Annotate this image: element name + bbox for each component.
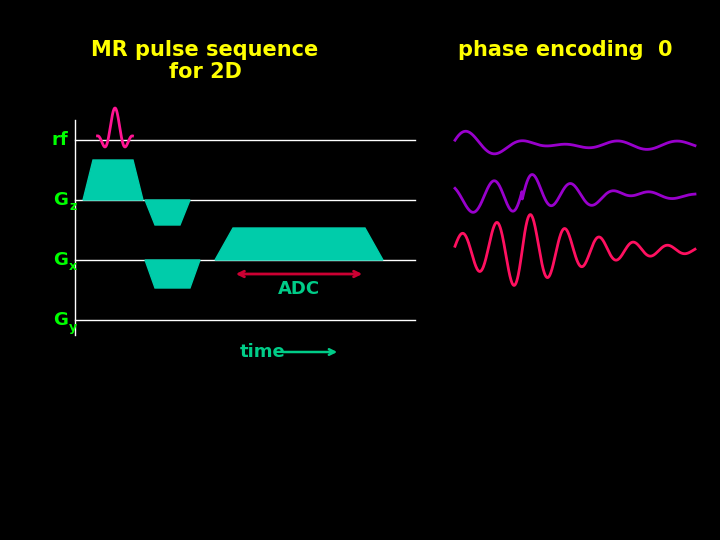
Text: y: y [69,321,77,334]
Text: rf: rf [51,131,68,149]
Text: G: G [53,191,68,209]
Text: x: x [69,260,77,273]
Text: MR pulse sequence: MR pulse sequence [91,40,319,60]
Text: time: time [240,343,286,361]
Text: G: G [53,311,68,329]
Polygon shape [215,228,383,260]
Text: for 2D: for 2D [168,62,241,82]
Polygon shape [145,200,190,225]
Polygon shape [83,160,143,200]
Text: phase encoding  0: phase encoding 0 [458,40,672,60]
Polygon shape [145,260,200,288]
Text: ADC: ADC [278,280,320,298]
Text: G: G [53,251,68,269]
Text: z: z [69,200,76,213]
